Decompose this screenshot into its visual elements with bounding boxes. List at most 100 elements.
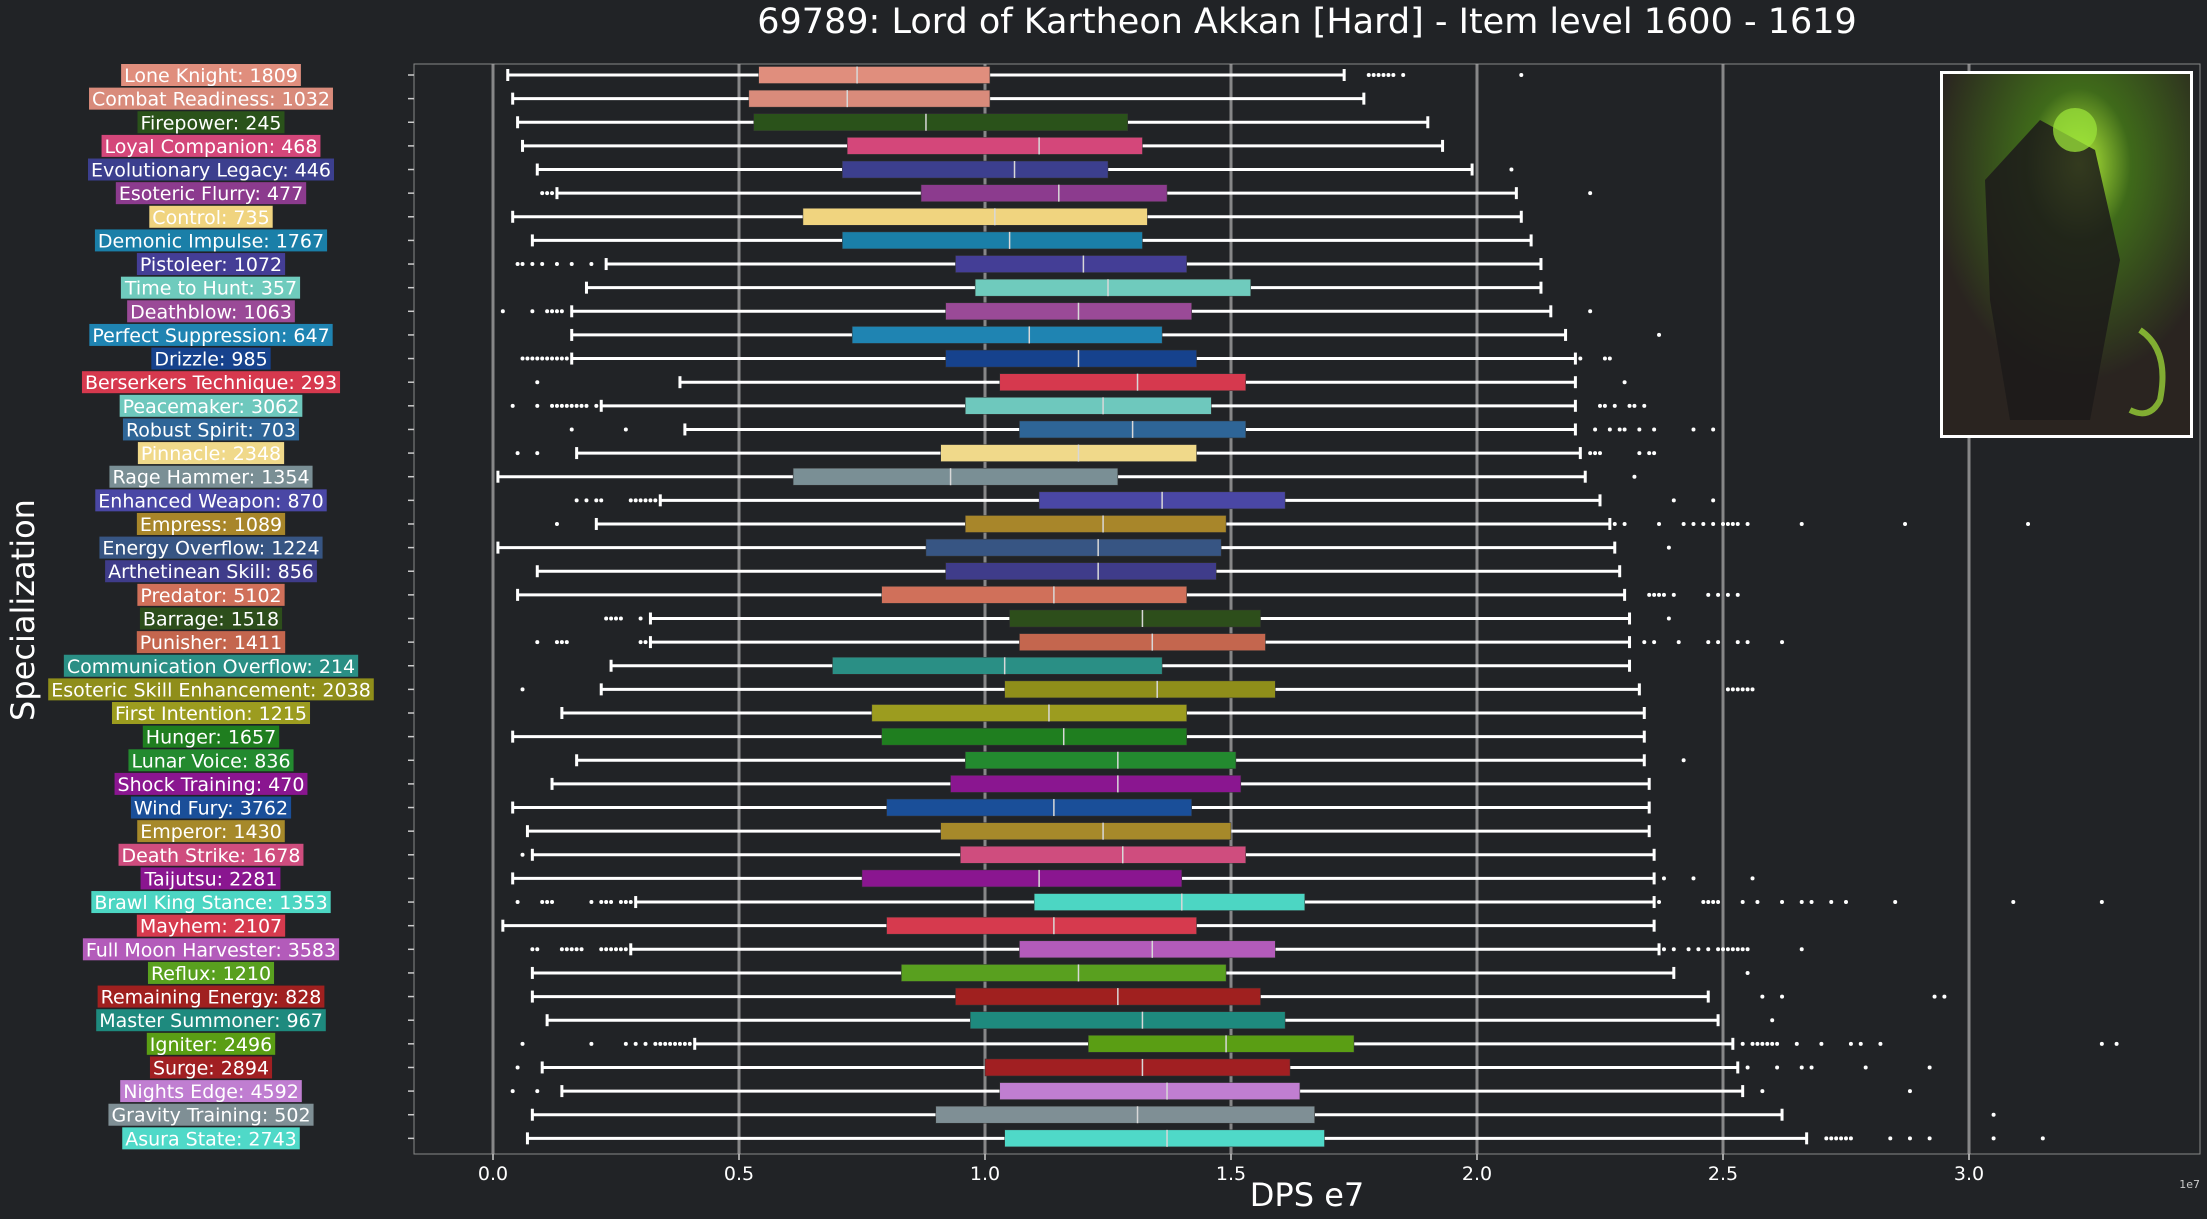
specialization-label: First Intention: 1215 <box>111 702 311 725</box>
outlier-point <box>1671 592 1676 597</box>
outlier-point <box>1671 947 1676 952</box>
specialization-label-text: Hunger: 1657 <box>146 727 276 749</box>
outlier-point <box>1927 1065 1932 1070</box>
outlier-point <box>515 1065 520 1070</box>
box-iqr <box>935 1105 1315 1124</box>
outlier-point <box>623 947 628 952</box>
outlier-point <box>2040 1136 2045 1141</box>
outlier-point <box>535 640 540 645</box>
outlier-point <box>535 451 540 456</box>
outlier-point <box>1848 1136 1853 1141</box>
box-iqr <box>1004 1129 1325 1148</box>
box-iqr <box>832 657 1163 675</box>
box-iqr <box>901 964 1227 982</box>
outlier-point <box>1745 1065 1750 1070</box>
specialization-label-background <box>146 1032 276 1055</box>
specialization-label-text: Time to Hunt: 357 <box>124 278 297 300</box>
outlier-point <box>1593 451 1598 456</box>
specialization-label-background <box>96 1009 326 1032</box>
specialization-label-text: Combat Readiness: 1032 <box>92 89 330 111</box>
outlier-point <box>1735 640 1740 645</box>
outlier-point <box>628 498 633 503</box>
outlier-point <box>569 403 574 408</box>
specialization-label-text: Rage Hammer: 1354 <box>112 467 309 489</box>
outlier-point <box>614 616 618 621</box>
outlier-point <box>1907 1089 1912 1094</box>
outlier-point <box>2011 900 2016 905</box>
specialization-label: Master Summoner: 967 <box>96 1009 326 1032</box>
outlier-point <box>515 451 520 456</box>
outlier-point <box>638 640 643 645</box>
outlier-point <box>1612 521 1617 526</box>
specialization-label: Death Strike: 1678 <box>118 843 304 867</box>
outlier-point <box>1794 1041 1799 1046</box>
specialization-label-background <box>127 300 295 323</box>
specialization-label: Reflux: 1210 <box>147 961 275 985</box>
box-iqr <box>846 137 1143 155</box>
outlier-point <box>1701 900 1706 905</box>
outlier-point <box>579 947 584 952</box>
specialization-label-text: Barrage: 1518 <box>143 608 279 630</box>
outlier-point <box>1657 592 1662 597</box>
specialization-label-text: Arthetinean Skill: 856 <box>108 561 314 583</box>
outlier-point <box>673 1041 678 1046</box>
specialization-label-text: Esoteric Skill Enhancement: 2038 <box>51 679 371 701</box>
specialization-label-text: Energy Overflow: 1224 <box>102 538 319 560</box>
outlier-point <box>1829 900 1834 905</box>
outlier-point <box>1858 1041 1863 1046</box>
outlier-point <box>589 262 594 267</box>
outlier-point <box>1735 947 1740 952</box>
specialization-label: Deathblow: 1063 <box>127 300 295 323</box>
specialization-label-text: Communication Overflow: 214 <box>67 656 355 678</box>
specialization-label-background <box>108 1103 314 1126</box>
outlier-point <box>535 947 540 952</box>
outlier-point <box>1755 1041 1760 1046</box>
outlier-point <box>1878 1041 1883 1046</box>
specialization-label: Emperor: 1430 <box>137 820 285 843</box>
outlier-point <box>1893 900 1898 905</box>
box-iqr <box>881 727 1187 746</box>
specialization-label-background <box>139 607 283 630</box>
specialization-label: Perfect Suppression: 647 <box>89 323 333 347</box>
specialization-label: Predator: 5102 <box>137 583 285 607</box>
outlier-point <box>653 1041 658 1046</box>
outlier-point <box>618 947 623 952</box>
outlier-point <box>1765 1041 1770 1046</box>
box-iqr <box>1088 1035 1355 1053</box>
specialization-label-background <box>149 1056 273 1079</box>
outlier-point <box>554 640 559 645</box>
outlier-point <box>1386 73 1391 77</box>
x-tick-label: 1.5 <box>1216 1163 1246 1185</box>
specialization-label-background <box>91 891 331 914</box>
outlier-point <box>1834 1136 1839 1141</box>
x-tick-label: 2.0 <box>1462 1163 1492 1185</box>
outlier-point <box>1760 1041 1765 1046</box>
outlier-point <box>500 309 505 314</box>
specialization-label-background <box>137 111 285 134</box>
outlier-point <box>574 403 579 408</box>
specialization-label: Empress: 1089 <box>136 512 286 536</box>
outlier-point <box>564 356 569 361</box>
outlier-point <box>1588 191 1593 196</box>
outlier-point <box>1716 640 1721 645</box>
specialization-label-background <box>95 489 327 512</box>
box-iqr <box>955 987 1261 1006</box>
outlier-point <box>1755 900 1760 905</box>
specialization-label: Combat Readiness: 1032 <box>89 87 333 111</box>
box-iqr <box>955 255 1187 273</box>
outlier-point <box>1991 1136 1996 1141</box>
outlier-point <box>623 427 628 432</box>
box-iqr <box>871 704 1187 722</box>
x-tick-label: 3.0 <box>1954 1163 1984 1185</box>
outlier-point <box>668 1041 673 1046</box>
x-scale-note: 1e7 <box>2179 1178 2200 1191</box>
outlier-point <box>609 616 614 621</box>
outlier-point <box>1706 592 1711 597</box>
specialization-label: Loyal Companion: 468 <box>101 134 321 158</box>
specialization-label: Punisher: 1411 <box>136 631 286 654</box>
box-iqr <box>1009 609 1261 628</box>
box-iqr <box>851 326 1163 344</box>
specialization-label: Remaining Energy: 828 <box>97 985 325 1009</box>
specialization-label-text: Pistoleer: 1072 <box>140 254 282 276</box>
